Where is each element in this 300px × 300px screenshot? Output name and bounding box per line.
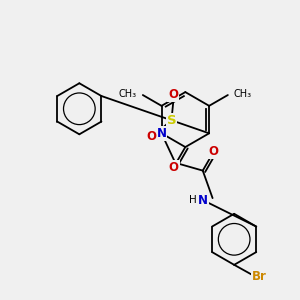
Text: N: N: [157, 127, 166, 140]
Text: O: O: [147, 130, 157, 143]
Text: O: O: [169, 161, 178, 174]
Text: O: O: [168, 88, 178, 101]
Text: N: N: [198, 194, 208, 207]
Text: CH₃: CH₃: [119, 89, 137, 99]
Text: CH₃: CH₃: [234, 89, 252, 99]
Text: S: S: [167, 114, 176, 127]
Text: O: O: [208, 146, 219, 158]
Text: H: H: [189, 195, 197, 205]
Text: Br: Br: [252, 270, 267, 283]
